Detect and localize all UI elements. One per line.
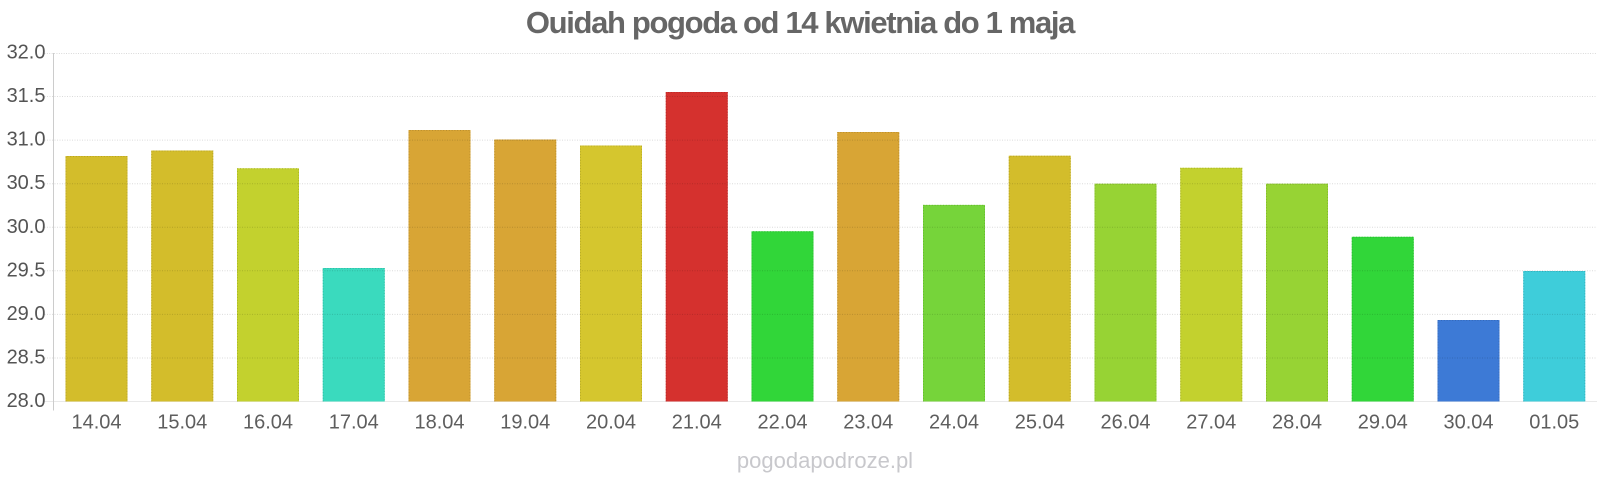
svg-text:27.04: 27.04 bbox=[1186, 412, 1236, 434]
svg-text:18.04: 18.04 bbox=[414, 412, 464, 434]
svg-text:21.04: 21.04 bbox=[672, 412, 722, 434]
svg-text:29.04: 29.04 bbox=[1358, 412, 1408, 434]
svg-text:30.5: 30.5 bbox=[7, 172, 46, 194]
svg-text:14.04: 14.04 bbox=[71, 412, 121, 434]
svg-text:32.0: 32.0 bbox=[7, 42, 46, 64]
svg-text:16.04: 16.04 bbox=[243, 412, 293, 434]
svg-text:01.05: 01.05 bbox=[1529, 412, 1579, 434]
svg-text:29.5: 29.5 bbox=[7, 259, 46, 281]
svg-text:31.0: 31.0 bbox=[7, 129, 46, 151]
svg-text:17.04: 17.04 bbox=[329, 412, 379, 434]
svg-text:28.5: 28.5 bbox=[7, 346, 46, 368]
svg-text:20.04: 20.04 bbox=[586, 412, 636, 434]
svg-text:24.04: 24.04 bbox=[929, 412, 979, 434]
svg-text:28.04: 28.04 bbox=[1272, 412, 1322, 434]
svg-text:25.04: 25.04 bbox=[1015, 412, 1065, 434]
svg-text:22.04: 22.04 bbox=[757, 412, 807, 434]
svg-text:28.0: 28.0 bbox=[7, 390, 46, 412]
svg-text:29.0: 29.0 bbox=[7, 303, 46, 325]
svg-text:Ouidah pogoda od 14 kwietnia d: Ouidah pogoda od 14 kwietnia do 1 maja bbox=[526, 5, 1076, 40]
svg-text:26.04: 26.04 bbox=[1100, 412, 1150, 434]
svg-text:15.04: 15.04 bbox=[157, 412, 207, 434]
svg-text:pogodapodroze.pl: pogodapodroze.pl bbox=[737, 448, 913, 473]
svg-text:23.04: 23.04 bbox=[843, 412, 893, 434]
svg-text:19.04: 19.04 bbox=[500, 412, 550, 434]
svg-text:30.04: 30.04 bbox=[1443, 412, 1493, 434]
svg-text:31.5: 31.5 bbox=[7, 85, 46, 107]
svg-text:30.0: 30.0 bbox=[7, 216, 46, 238]
